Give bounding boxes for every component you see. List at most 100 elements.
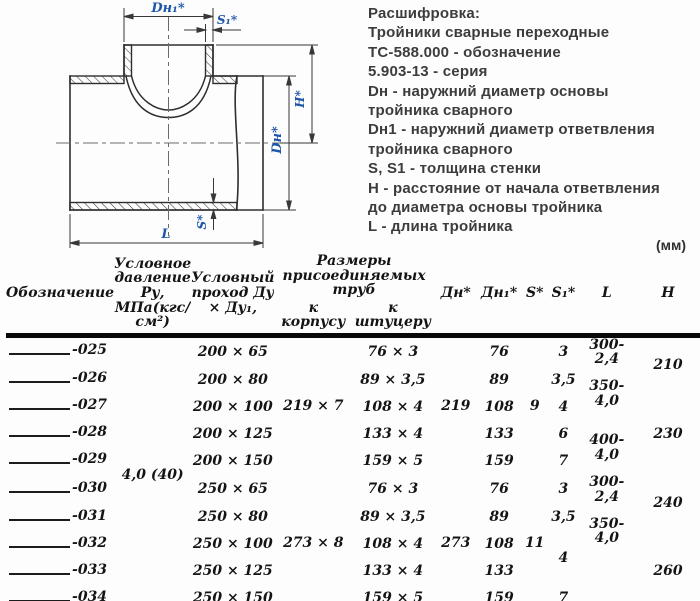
- to-branch-cell: 76 × 3: [367, 343, 419, 360]
- bore-cell: 250 × 100: [192, 536, 273, 553]
- dn-cell: 273: [441, 535, 471, 552]
- to-branch-cell: 133 × 4: [362, 563, 424, 580]
- header-pipe-sizes-group: Размеры присоединяемых труб: [282, 254, 426, 299]
- s1-cell: 4: [558, 549, 569, 566]
- designation-cell: -034: [6, 590, 114, 601]
- designation-cell: -029: [6, 452, 114, 470]
- header-dn1: Дн₁*: [477, 254, 521, 338]
- center-lines: [56, 16, 280, 236]
- legend-line: ТС-588.000 - обозначение: [368, 43, 561, 61]
- h-cell: 240: [653, 494, 683, 511]
- dn1-cell: 76: [489, 481, 509, 498]
- bore-cell: 200 × 150: [192, 453, 273, 470]
- legend-block: Расшифровка: Тройники сварные переходные…: [368, 4, 698, 237]
- spec-table: Обозначение Условное давление Ру, МПа(кг…: [6, 254, 700, 601]
- s1-cell: 4: [558, 399, 569, 416]
- legend-line: 5.903-13 - серия: [368, 63, 488, 81]
- header-l: L: [577, 254, 636, 338]
- dn1-cell: 108: [484, 536, 514, 553]
- legend-line: S, S1 - толщина стенки: [368, 160, 542, 178]
- designation-cell: -025: [6, 343, 114, 361]
- h-cell: 210: [653, 357, 683, 374]
- bore-cell: 250 × 65: [197, 481, 268, 498]
- dn1-cell: 159: [484, 453, 514, 470]
- designation-cell: -031: [6, 509, 114, 527]
- to-branch-cell: 159 × 5: [362, 590, 424, 601]
- table-row: -030 250 × 65 273 × 8 76 × 3 273 76 11 3…: [6, 475, 700, 551]
- header-h: H: [635, 254, 700, 338]
- to-branch-cell: 89 × 3,5: [360, 509, 426, 526]
- header-pressure: Условное давление Ру, МПа(кгс/см²): [114, 254, 192, 338]
- h-cell: 260: [653, 563, 683, 580]
- header-designation: Обозначение: [6, 254, 115, 338]
- to-branch-cell: 108 × 4: [362, 536, 424, 553]
- s1-cell: 3,5: [551, 372, 576, 389]
- bore-cell: 250 × 125: [192, 563, 273, 580]
- dim-label-s1: S₁*: [217, 13, 238, 27]
- header-s: S*: [520, 254, 550, 338]
- legend-line: Dн - наружний диаметр основы: [368, 82, 609, 100]
- s1-cell: 3: [558, 343, 569, 360]
- table-row: -032 250 × 100 108 × 4 108 4 260: [6, 531, 700, 579]
- dn1-cell: 133: [484, 426, 514, 443]
- dim-label-l: L: [160, 227, 170, 242]
- dn1-cell: 89: [489, 372, 509, 389]
- dn-cell: 219: [441, 397, 471, 414]
- l-cell: 350-4,0: [589, 515, 625, 547]
- designation-cell: -030: [6, 481, 114, 499]
- pipe-wall-hatching: [69, 44, 238, 211]
- table-row: -034 250 × 150 159 × 5 159 7: [6, 585, 700, 601]
- table-row: -029 200 × 150 159 × 5 159 7: [6, 448, 700, 475]
- dim-label-h: H*: [293, 89, 307, 108]
- tee-drawing: Dн₁* S₁* H* Dн* S* L: [56, 1, 318, 248]
- header-bore: Условный проход Ду × Ду₁,: [191, 254, 275, 338]
- designation-cell: -032: [6, 536, 114, 554]
- dn1-cell: 133: [484, 563, 514, 580]
- l-cell: 350-4,0: [589, 378, 625, 409]
- table-row: -027 200 × 100 108 × 4 108 4 230: [6, 394, 700, 441]
- to-branch-cell: 159 × 5: [362, 453, 424, 470]
- header-to-branch: к штуцеру: [352, 298, 434, 338]
- h-cell: 230: [653, 426, 683, 443]
- pressure-cell: 4,0 (40): [121, 466, 184, 483]
- dn1-cell: 108: [484, 399, 514, 416]
- bore-cell: 250 × 80: [197, 509, 268, 526]
- pipe-outline: [69, 44, 264, 211]
- table-row: -026 200 × 80 89 × 3,5 89 3,5 350-4,0: [6, 367, 700, 408]
- bore-cell: 200 × 100: [192, 399, 273, 416]
- header-s1: S₁*: [549, 254, 578, 338]
- s-cell: 9: [529, 397, 540, 414]
- dim-label-dn1: Dн₁*: [150, 1, 184, 16]
- legend-line: H - расстояние от начала ответвления: [368, 179, 661, 197]
- legend-line: тройника сварного: [368, 102, 513, 120]
- s1-cell: 7: [558, 453, 569, 470]
- designation-cell: -027: [6, 398, 114, 416]
- dim-label-s: S*: [195, 214, 209, 230]
- table-row: -031 250 × 80 89 × 3,5 89 3,5 350-4,0: [6, 504, 700, 546]
- to-body-cell: 219 × 7: [283, 397, 344, 414]
- legend-line: тройника сварного: [368, 140, 513, 158]
- legend-title: Расшифровка:: [368, 5, 481, 22]
- dn1-cell: 159: [484, 590, 514, 601]
- bore-cell: 200 × 80: [197, 372, 268, 389]
- to-branch-cell: 133 × 4: [362, 426, 424, 443]
- to-branch-cell: 76 × 3: [367, 481, 419, 498]
- s1-cell: 6: [558, 426, 569, 443]
- header-to-body: к корпусу: [274, 298, 353, 338]
- to-branch-cell: 108 × 4: [362, 399, 424, 416]
- header-dn: Дн*: [433, 254, 478, 338]
- table-row: -025 4,0 (40) 200 × 65 219 × 7 76 × 3 21…: [6, 335, 700, 482]
- designation-cell: -033: [6, 563, 114, 581]
- table-row: -028 200 × 125 133 × 4 133 6 400-4,0: [6, 421, 700, 462]
- legend-line: Dн1 - наружний диаметр ответвления: [368, 121, 655, 139]
- to-body-cell: 273 × 8: [283, 535, 344, 552]
- dn1-cell: 76: [489, 343, 509, 360]
- legend-line: Тройники сварные переходные: [368, 24, 610, 42]
- legend-line: до диаметра основы тройника: [368, 199, 603, 217]
- bore-cell: 200 × 65: [197, 343, 268, 360]
- dim-label-dn: Dн*: [270, 126, 285, 155]
- s1-cell: 3: [558, 481, 569, 498]
- l-cell: 300-2,4: [589, 336, 625, 367]
- s1-cell: 3,5: [551, 509, 576, 526]
